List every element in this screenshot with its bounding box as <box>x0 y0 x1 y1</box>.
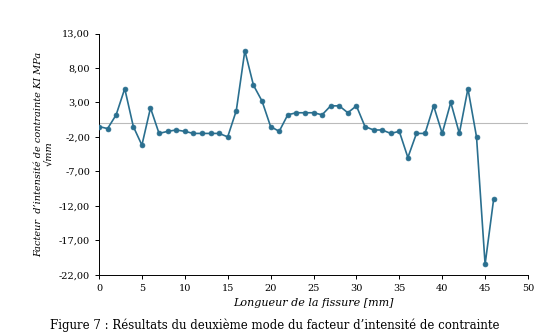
X-axis label: Longueur de la fissure [mm]: Longueur de la fissure [mm] <box>233 298 394 308</box>
Y-axis label: Facteur  d’intensité de contrainte KI MPa
√mm: Facteur d’intensité de contrainte KI MPa… <box>34 52 53 257</box>
Text: Figure 7 : Résultats du deuxième mode du facteur d’intensité de contrainte: Figure 7 : Résultats du deuxième mode du… <box>50 318 500 332</box>
